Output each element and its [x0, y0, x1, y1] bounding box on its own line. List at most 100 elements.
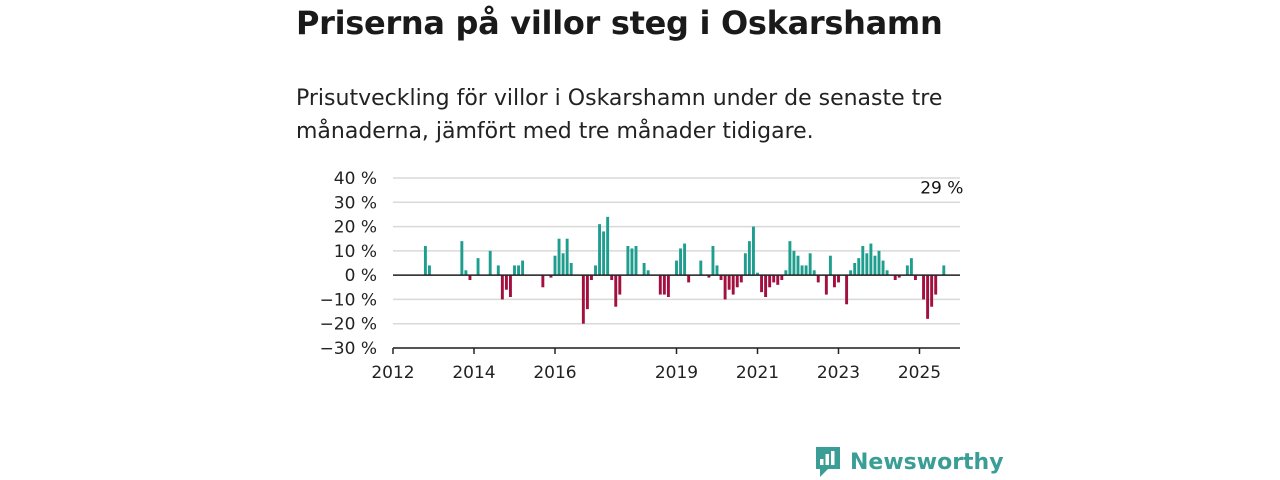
bar — [873, 255, 877, 276]
x-tick-label: 2016 — [533, 363, 576, 383]
bar — [735, 275, 739, 288]
bar — [618, 275, 622, 295]
bar — [804, 265, 808, 276]
y-tick-label: 10 % — [334, 242, 377, 262]
x-tick-label: 2023 — [817, 363, 860, 383]
newsworthy-logo: Newsworthy — [814, 445, 1004, 479]
bar — [553, 255, 557, 276]
bar — [666, 275, 670, 297]
bar — [849, 270, 853, 276]
bar-chart-speech-bubble-icon — [816, 447, 840, 477]
bar — [585, 275, 589, 310]
bar — [687, 275, 691, 283]
bar — [942, 265, 946, 276]
y-tick-label: −30 % — [320, 339, 377, 359]
bar — [513, 265, 516, 276]
bar — [816, 275, 820, 283]
bar — [837, 275, 840, 283]
bar — [885, 270, 889, 276]
bar — [800, 265, 804, 276]
bar — [869, 243, 873, 276]
bar — [905, 265, 909, 276]
bar — [934, 275, 938, 295]
bar — [646, 270, 650, 276]
bar — [865, 253, 869, 276]
bar — [500, 275, 504, 300]
bar — [764, 275, 768, 297]
bar — [756, 272, 759, 276]
bar — [845, 275, 849, 305]
y-tick-label: 20 % — [334, 218, 377, 238]
bar — [930, 275, 934, 307]
bar — [610, 275, 614, 280]
bar — [707, 275, 711, 278]
bar — [541, 275, 545, 288]
bar — [561, 253, 565, 276]
bar — [549, 275, 553, 278]
bar — [808, 253, 812, 276]
bar — [909, 258, 913, 276]
bar — [784, 270, 788, 276]
bar — [683, 243, 687, 276]
x-tick-label: 2021 — [736, 363, 779, 383]
x-tick-label: 2019 — [655, 363, 698, 383]
y-tick-label: 0 % — [345, 266, 377, 286]
bar — [634, 246, 638, 276]
bar — [747, 241, 751, 276]
y-tick-label: 30 % — [334, 193, 377, 213]
bar — [760, 275, 764, 293]
bar — [642, 263, 646, 276]
bar — [857, 258, 861, 276]
x-tick-label: 2025 — [898, 363, 941, 383]
bar — [488, 250, 492, 276]
bar — [780, 275, 784, 280]
bar — [468, 275, 472, 280]
bar — [715, 265, 719, 276]
bar — [699, 260, 703, 276]
bar — [460, 241, 464, 276]
bar — [569, 263, 573, 276]
bar — [792, 250, 796, 276]
bar — [521, 260, 525, 276]
bar — [581, 275, 585, 324]
bar — [824, 275, 828, 295]
bar — [743, 253, 747, 276]
bar — [679, 248, 683, 276]
bar — [723, 275, 727, 300]
bar — [922, 275, 926, 300]
bar — [727, 275, 731, 290]
bar — [427, 265, 431, 276]
bar — [606, 216, 610, 276]
bar — [877, 250, 881, 276]
bar — [751, 226, 755, 276]
bar — [626, 246, 630, 276]
bar — [589, 275, 593, 280]
bar — [812, 270, 816, 276]
bar — [828, 255, 832, 276]
y-tick-label: −20 % — [320, 315, 377, 335]
y-tick-label: 40 % — [334, 169, 377, 189]
bar — [796, 255, 800, 276]
bar — [614, 275, 618, 307]
bar — [662, 275, 666, 295]
chart-subtitle: Prisutveckling för villor i Oskarshamn u… — [296, 86, 943, 144]
bar — [776, 275, 780, 285]
bar — [926, 275, 930, 319]
bar — [602, 231, 606, 276]
bar — [594, 265, 597, 276]
bar — [897, 275, 901, 278]
bar — [893, 275, 897, 280]
bar — [565, 238, 569, 276]
bar — [832, 275, 836, 288]
bar — [861, 246, 865, 276]
bar — [788, 241, 792, 276]
x-tick-label: 2012 — [371, 363, 414, 383]
brand-name: Newsworthy — [850, 449, 1004, 475]
bar — [517, 265, 521, 276]
bar — [496, 265, 500, 276]
data-label: 29 % — [920, 179, 963, 199]
bar — [476, 258, 480, 276]
bar — [504, 275, 508, 290]
bar — [913, 275, 917, 280]
